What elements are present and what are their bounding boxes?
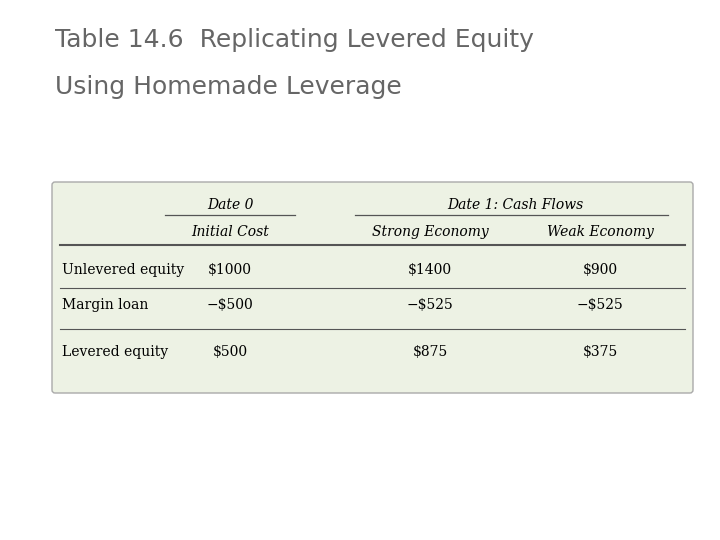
Text: Weak Economy: Weak Economy xyxy=(546,225,654,239)
Text: −$525: −$525 xyxy=(577,298,624,312)
Text: Date 0: Date 0 xyxy=(207,198,253,212)
Text: $375: $375 xyxy=(582,345,618,359)
Text: $875: $875 xyxy=(413,345,448,359)
Text: $1400: $1400 xyxy=(408,263,452,277)
Text: Strong Economy: Strong Economy xyxy=(372,225,488,239)
Text: Margin loan: Margin loan xyxy=(62,298,148,312)
FancyBboxPatch shape xyxy=(52,182,693,393)
Text: Using Homemade Leverage: Using Homemade Leverage xyxy=(55,75,402,99)
Text: Table 14.6  Replicating Levered Equity: Table 14.6 Replicating Levered Equity xyxy=(55,28,534,52)
Text: −$525: −$525 xyxy=(407,298,454,312)
Text: $1000: $1000 xyxy=(208,263,252,277)
Text: Initial Cost: Initial Cost xyxy=(191,225,269,239)
Text: Unlevered equity: Unlevered equity xyxy=(62,263,184,277)
Text: −$500: −$500 xyxy=(207,298,253,312)
Text: Levered equity: Levered equity xyxy=(62,345,168,359)
Text: $900: $900 xyxy=(582,263,618,277)
Text: $500: $500 xyxy=(212,345,248,359)
Text: Date 1: Cash Flows: Date 1: Cash Flows xyxy=(447,198,583,212)
